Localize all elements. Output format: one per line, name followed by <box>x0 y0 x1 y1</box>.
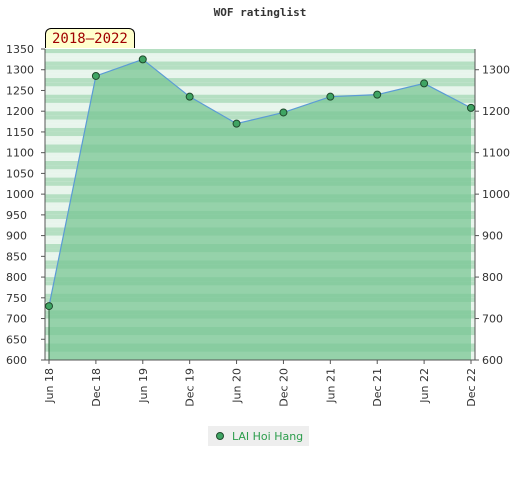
x-tick-label: Dec 18 <box>90 368 103 407</box>
grid-band <box>45 57 475 62</box>
data-point <box>91 71 100 80</box>
series-line <box>48 58 472 307</box>
data-point <box>232 119 241 128</box>
x-tick-label: Dec 22 <box>465 368 478 407</box>
data-point <box>467 103 475 112</box>
data-point <box>185 92 194 101</box>
x-tick-label: Dec 19 <box>184 368 197 407</box>
markers <box>45 55 475 311</box>
x-tick-label: Jun 19 <box>137 368 150 404</box>
grid-band <box>45 78 475 83</box>
y-tick-label-left: 1150 <box>6 126 34 139</box>
y-tick-label-right: 1300 <box>482 64 510 77</box>
y-tick-label-right: 1200 <box>482 105 510 118</box>
grid-band <box>45 65 475 70</box>
x-tick-label: Dec 20 <box>277 368 290 407</box>
y-tick-label-left: 800 <box>6 271 27 284</box>
grid-band <box>45 115 475 120</box>
y-tick-label-left: 1200 <box>6 105 34 118</box>
tick-labels: 600 650 700 750 800 850 900 950 1000 1050 1100 1150… <box>6 43 510 407</box>
x-tick-label: Jun 20 <box>231 368 244 404</box>
chart-title: WOF ratinglist <box>213 6 307 19</box>
data-point <box>326 92 335 101</box>
y-tick-label-left: 850 <box>6 250 27 263</box>
grid-band <box>45 69 475 74</box>
grid-band <box>45 94 475 99</box>
grid-band <box>45 107 475 112</box>
data-point <box>138 55 147 64</box>
y-tick-label-left: 1000 <box>6 188 34 201</box>
grid-band <box>45 53 475 58</box>
y-tick-label-right: 1100 <box>482 147 510 160</box>
y-tick-label-left: 700 <box>6 313 27 326</box>
y-tick-label-left: 650 <box>6 333 27 346</box>
data-point <box>279 108 288 117</box>
x-tick-label: Dec 21 <box>371 368 384 407</box>
grid-band <box>45 111 475 116</box>
y-tick-label-left: 900 <box>6 230 27 243</box>
y-tick-label-right: 900 <box>482 230 503 243</box>
area-layer <box>48 58 472 360</box>
y-tick-label-left: 1350 <box>6 43 34 56</box>
legend-label: LAI Hoi Hang <box>232 429 304 443</box>
grid-band <box>45 86 475 91</box>
y-tick-label-left: 950 <box>6 209 27 222</box>
grid-band <box>45 49 475 54</box>
grid-band <box>45 82 475 87</box>
series-area <box>49 59 471 360</box>
grid-band <box>45 102 475 108</box>
y-tick-label-right: 800 <box>482 271 503 284</box>
data-point <box>45 302 53 311</box>
data-point <box>373 90 382 99</box>
x-tick-label: Jun 21 <box>324 368 337 404</box>
grid-band <box>45 73 475 79</box>
legend-marker-icon <box>216 432 224 440</box>
y-tick-label-right: 1000 <box>482 188 510 201</box>
grid-band <box>45 90 475 95</box>
y-tick-label-left: 1100 <box>6 147 34 160</box>
axes <box>41 48 479 364</box>
y-tick-label-left: 1300 <box>6 64 34 77</box>
y-tick-label-right: 700 <box>482 313 503 326</box>
y-tick-label-left: 1050 <box>6 167 34 180</box>
grid-band <box>45 98 475 103</box>
y-tick-label-right: 600 <box>482 354 503 367</box>
legend[interactable]: LAI Hoi Hang <box>208 426 310 446</box>
y-tick-label-left: 750 <box>6 292 27 305</box>
date-range-badge: 2018–2022 <box>45 28 135 48</box>
x-tick-label: Jun 18 <box>43 368 56 404</box>
y-tick-label-left: 600 <box>6 354 27 367</box>
grid-band <box>45 61 475 66</box>
data-point <box>420 79 429 88</box>
x-tick-label: Jun 22 <box>418 368 431 404</box>
y-tick-label-left: 1250 <box>6 84 34 97</box>
